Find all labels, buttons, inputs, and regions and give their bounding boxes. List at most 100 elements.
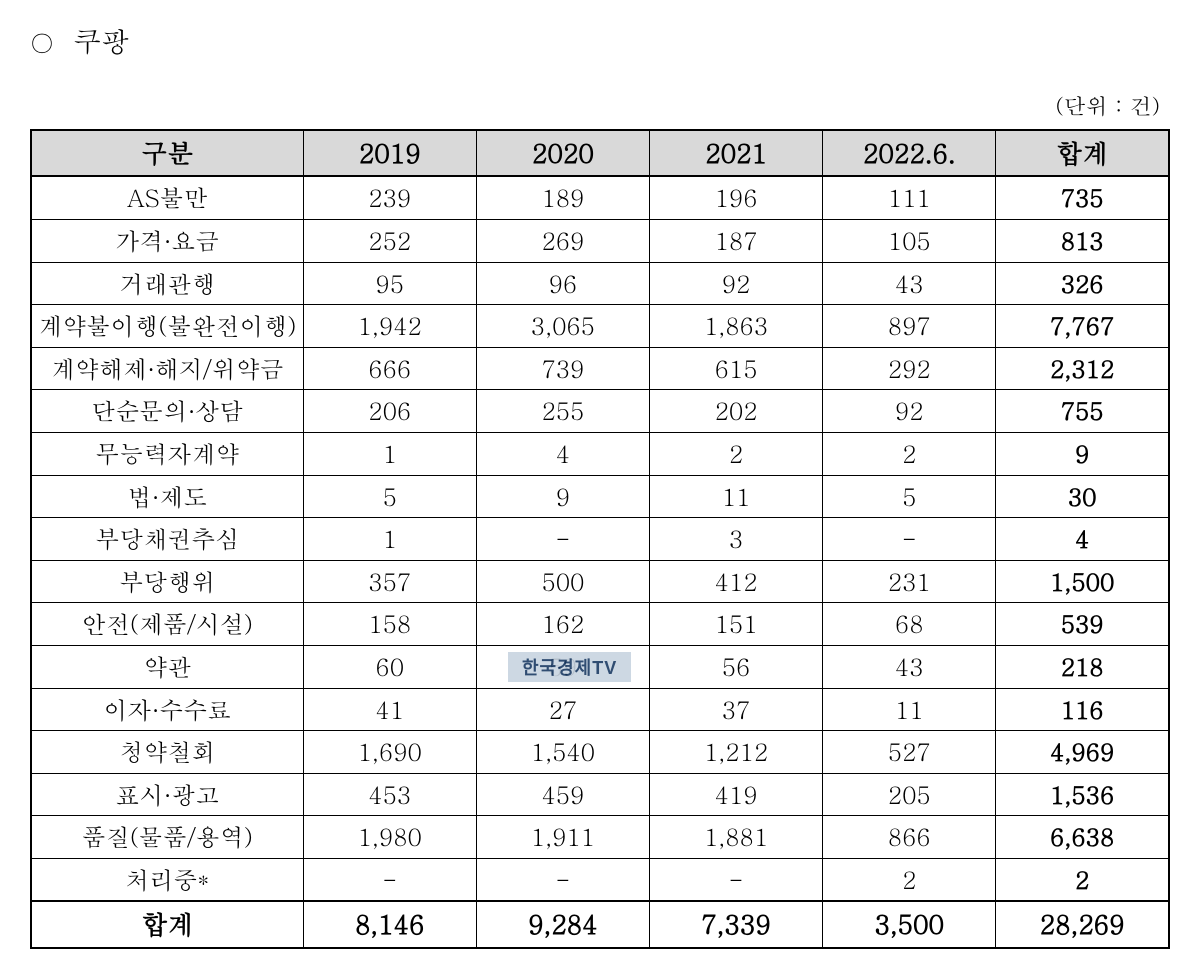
table-row: 표시·광고4534594192051,536	[31, 773, 1169, 816]
cell-row-total: 326	[996, 262, 1169, 305]
cell-category: 무능력자계약	[31, 432, 303, 475]
cell-value: 68	[823, 603, 996, 646]
th-total: 합계	[996, 130, 1169, 176]
cell-category: 안전(제품/시설)	[31, 603, 303, 646]
cell-value: -	[476, 518, 649, 561]
cell-value: 1,881	[649, 816, 822, 859]
table-row: 무능력자계약14229	[31, 432, 1169, 475]
cell-row-total: 813	[996, 219, 1169, 262]
cell-value: -	[476, 858, 649, 901]
cell-category: 이자·수수료	[31, 688, 303, 731]
cell-value: 11	[649, 475, 822, 518]
table-row: 부당채권추심1-3-4	[31, 518, 1169, 561]
table-header-row: 구분 2019 2020 2021 2022.6. 합계	[31, 130, 1169, 176]
cell-category: 가격·요금	[31, 219, 303, 262]
cell-row-total: 2,312	[996, 347, 1169, 390]
cell-value: 1,980	[303, 816, 476, 859]
cell-value: 158	[303, 603, 476, 646]
cell-value: 92	[823, 390, 996, 433]
cell-row-total: 9	[996, 432, 1169, 475]
cell-row-total: 218	[996, 645, 1169, 688]
cell-value: 196	[649, 176, 822, 219]
cell-value: 2	[823, 858, 996, 901]
page-title: 쿠팡	[73, 20, 129, 60]
total-value: 28,269	[996, 901, 1169, 947]
cell-value: 105	[823, 219, 996, 262]
cell-value: 1,540	[476, 731, 649, 774]
total-value: 8,146	[303, 901, 476, 947]
cell-value: 459	[476, 773, 649, 816]
cell-value: 205	[823, 773, 996, 816]
cell-category: 계약불이행(불완전이행)	[31, 305, 303, 348]
cell-value: 357	[303, 560, 476, 603]
cell-value: 739	[476, 347, 649, 390]
total-value: 9,284	[476, 901, 649, 947]
cell-value: 111	[823, 176, 996, 219]
cell-value: 95	[303, 262, 476, 305]
cell-row-total: 1,536	[996, 773, 1169, 816]
cell-value: 666	[303, 347, 476, 390]
unit-label: (단위 : 건)	[30, 90, 1170, 121]
cell-value: 3	[649, 518, 822, 561]
cell-value: 4	[476, 432, 649, 475]
cell-value: 419	[649, 773, 822, 816]
total-value: 7,339	[649, 901, 822, 947]
cell-category: 약관	[31, 645, 303, 688]
cell-value: 412	[649, 560, 822, 603]
cell-value: -	[303, 858, 476, 901]
cell-value: 3,065	[476, 305, 649, 348]
cell-value: 37	[649, 688, 822, 731]
total-value: 3,500	[823, 901, 996, 947]
cell-value: 527	[823, 731, 996, 774]
cell-value: 162	[476, 603, 649, 646]
cell-value: 96	[476, 262, 649, 305]
cell-row-total: 6,638	[996, 816, 1169, 859]
cell-value: 252	[303, 219, 476, 262]
table-row: 청약철회1,6901,5401,2125274,969	[31, 731, 1169, 774]
cell-value: 187	[649, 219, 822, 262]
cell-value: 1	[303, 518, 476, 561]
cell-category: 계약해제·해지/위약금	[31, 347, 303, 390]
cell-value: 1,863	[649, 305, 822, 348]
cell-value: 60	[303, 645, 476, 688]
th-2019: 2019	[303, 130, 476, 176]
cell-value: 1,212	[649, 731, 822, 774]
th-2022-6: 2022.6.	[823, 130, 996, 176]
cell-row-total: 2	[996, 858, 1169, 901]
cell-row-total: 30	[996, 475, 1169, 518]
bullet-icon: ○	[30, 25, 54, 59]
cell-row-total: 1,500	[996, 560, 1169, 603]
table-row: 가격·요금252269187105813	[31, 219, 1169, 262]
cell-value: 9	[476, 475, 649, 518]
cell-value: 202	[649, 390, 822, 433]
table-row: 법·제도5911530	[31, 475, 1169, 518]
cell-value: 56	[649, 645, 822, 688]
cell-category: 품질(물품/용역)	[31, 816, 303, 859]
cell-value: 27	[476, 688, 649, 731]
cell-value: 255	[476, 390, 649, 433]
page-title-row: ○ 쿠팡	[30, 20, 1170, 60]
cell-value: 292	[823, 347, 996, 390]
cell-value: 43	[823, 645, 996, 688]
cell-category: 청약철회	[31, 731, 303, 774]
cell-value: -	[823, 518, 996, 561]
table-row: 안전(제품/시설)15816215168539	[31, 603, 1169, 646]
table-row: 거래관행95969243326	[31, 262, 1169, 305]
cell-value: 866	[823, 816, 996, 859]
table-row: 품질(물품/용역)1,9801,9111,8818666,638	[31, 816, 1169, 859]
th-2021: 2021	[649, 130, 822, 176]
cell-row-total: 116	[996, 688, 1169, 731]
cell-value: 206	[303, 390, 476, 433]
cell-value: 2	[649, 432, 822, 475]
cell-category: 거래관행	[31, 262, 303, 305]
cell-value: 453	[303, 773, 476, 816]
cell-row-total: 4,969	[996, 731, 1169, 774]
cell-row-total: 735	[996, 176, 1169, 219]
cell-row-total: 4	[996, 518, 1169, 561]
cell-value: 1	[303, 432, 476, 475]
cell-value: 231	[823, 560, 996, 603]
table-row: 계약해제·해지/위약금6667396152922,312	[31, 347, 1169, 390]
cell-value: 269	[476, 219, 649, 262]
cell-category: 법·제도	[31, 475, 303, 518]
cell-value: 5	[823, 475, 996, 518]
